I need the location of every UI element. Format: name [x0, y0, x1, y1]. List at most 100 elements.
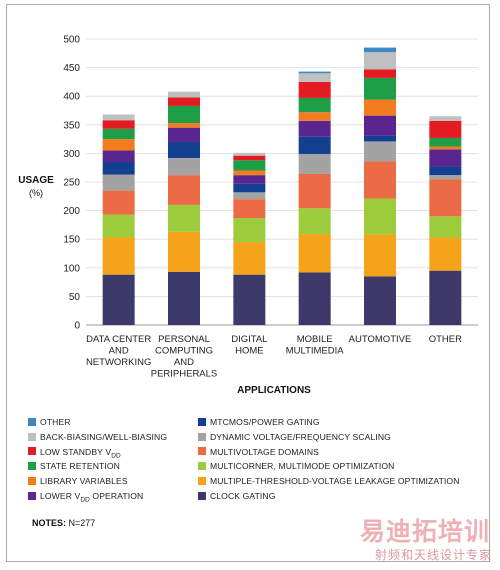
bar-segment	[364, 276, 396, 325]
bar-segment	[102, 114, 135, 121]
legend-label: STATE RETENTION	[40, 461, 120, 472]
bar-segment	[298, 120, 331, 137]
bar-segment	[233, 170, 266, 176]
bar-segment	[364, 115, 396, 136]
legend-swatch	[28, 432, 36, 441]
bar-segment	[233, 218, 266, 243]
bar-segment	[168, 91, 200, 98]
legend-label: MTCMOS/POWER GATING	[210, 417, 320, 427]
bar-segment	[168, 141, 200, 158]
bar-segment	[102, 190, 135, 215]
watermark-subtitle: 射频和天线设计专家	[374, 548, 492, 562]
bar-segment	[233, 175, 266, 184]
bar-segment	[364, 234, 396, 277]
x-tick-label: PERSONAL	[158, 334, 210, 345]
bar-segment	[298, 208, 331, 235]
stacked-bar-chart: 0 50 100 150 200 250 300 350 400 450 500 USAGE (%) DA…	[18, 35, 478, 396]
legend-label: BACK-BIASING/WELL-BIASING	[40, 431, 168, 442]
legend-item: MTCMOS/POWER GATING	[198, 416, 320, 429]
bar-segment	[298, 153, 331, 174]
bar-segment	[364, 141, 396, 162]
legend-item: LIBRARY VARIABLES	[28, 475, 128, 488]
legend-label-suffix: OPERATION	[89, 491, 144, 501]
bar-segment	[233, 155, 266, 161]
x-tick-label: DATA CENTER	[86, 334, 151, 345]
bar-segment	[364, 135, 396, 142]
legend-item: LOW STANDBY VDD	[28, 446, 121, 459]
legend-swatch	[198, 462, 206, 471]
bar-segment	[364, 198, 396, 235]
bar-segment	[233, 199, 266, 219]
bar-segment	[429, 137, 462, 147]
legend-swatch	[198, 432, 206, 441]
bar-segment	[364, 52, 396, 70]
x-tick-label: DIGITAL	[231, 334, 267, 345]
y-tick-label: 250	[63, 178, 80, 189]
bar-segment	[233, 152, 266, 156]
bar-segment	[429, 120, 462, 138]
bar-segment	[102, 150, 135, 162]
bar-segment	[233, 160, 266, 171]
bar-segment	[102, 161, 135, 175]
x-tick-label: NETWORKING	[86, 357, 151, 368]
legend-item: BACK-BIASING/WELL-BIASING	[28, 431, 167, 444]
y-tick-label: 400	[63, 92, 80, 103]
legend-label: MULTIPLE-THRESHOLD-VOLTAGE LEAKAGE OPTIM…	[210, 476, 460, 487]
bar-segment	[168, 271, 200, 325]
x-tick-label: OTHER	[429, 334, 462, 345]
bar-segment	[429, 237, 462, 271]
y-tick-label: 200	[63, 206, 80, 217]
bar-segment	[298, 234, 331, 273]
bar-segment	[364, 47, 396, 53]
y-tick-label: 450	[63, 63, 80, 74]
legend-swatch	[28, 462, 36, 471]
x-axis-label: APPLICATIONS	[237, 385, 311, 396]
bar-segment	[298, 136, 331, 154]
x-tick-label: AUTOMOTIVE	[349, 334, 412, 345]
bar-segment	[429, 179, 462, 217]
chart-frame	[6, 4, 490, 562]
legend-label-subscript: DD	[80, 496, 90, 504]
bar-segment	[429, 146, 462, 150]
notes: NOTES: N=277	[32, 518, 95, 528]
x-tick-label: HOME	[235, 346, 264, 357]
y-tick-label: 0	[74, 321, 80, 332]
legend-label: DYNAMIC VOLTAGE/FREQUENCY SCALING	[210, 431, 391, 442]
bar-segment	[102, 237, 135, 275]
legend-label: MULTICORNER, MULTIMODE OPTIMIZATION	[210, 461, 395, 472]
bar-segment	[233, 242, 266, 275]
bar-segment	[364, 161, 396, 199]
legend-swatch	[28, 476, 36, 485]
legend-label-subscript: DD	[111, 452, 121, 460]
legend-swatch	[198, 476, 206, 485]
legend-label: LOW STANDBY V	[40, 446, 112, 457]
legend-label: LIBRARY VARIABLES	[40, 476, 128, 487]
bar-segment	[102, 139, 135, 151]
legend-swatch	[198, 417, 206, 426]
legend-item: MULTIPLE-THRESHOLD-VOLTAGE LEAKAGE OPTIM…	[198, 475, 460, 488]
y-tick-label: 50	[69, 292, 81, 303]
bar-segment	[233, 183, 266, 193]
bar-segment	[233, 192, 266, 200]
bar-segment	[429, 270, 462, 325]
y-axis-label: USAGE	[18, 175, 54, 186]
legend-item: LOWER VDD OPERATION	[28, 490, 144, 504]
y-tick-label: 100	[63, 263, 80, 274]
x-tick-label: MULTIMEDIA	[286, 346, 345, 357]
bar-segment	[168, 204, 200, 232]
y-tick-label: 300	[63, 149, 80, 160]
bar-segment	[364, 77, 396, 100]
legend-item: DYNAMIC VOLTAGE/FREQUENCY SCALING	[198, 431, 391, 444]
legend-label: MULTIVOLTAGE DOMAINS	[210, 446, 319, 457]
bar-segment	[429, 116, 462, 121]
bar-segment	[168, 157, 200, 176]
legend-item: CLOCK GATING	[198, 490, 276, 503]
bar-segment	[168, 105, 200, 124]
bar-segment	[168, 231, 200, 272]
y-tick-label: 350	[63, 120, 80, 131]
bar-segment	[102, 120, 135, 129]
watermark-title: 易迪拓培训	[359, 517, 490, 546]
notes-text: N=277	[66, 518, 96, 528]
legend-item: OTHER	[28, 416, 71, 429]
bar-segment	[429, 175, 462, 180]
